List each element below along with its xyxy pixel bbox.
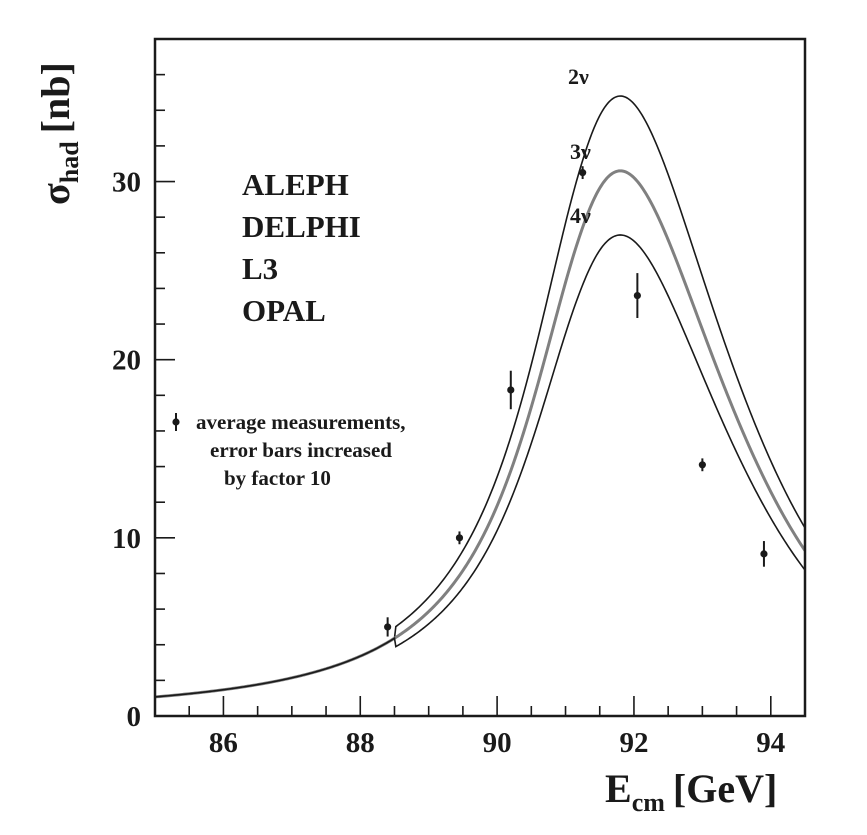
y-axis-subscript: had xyxy=(55,141,84,183)
y-tick-label: 30 xyxy=(112,167,141,199)
series-label: 2ν xyxy=(568,64,589,89)
legend-line-1: average measurements, xyxy=(196,410,406,434)
legend: average measurements, error bars increas… xyxy=(172,410,406,490)
y-tick-label: 10 xyxy=(112,523,141,555)
experiment-label: DELPHI xyxy=(242,209,361,244)
legend-line-3: by factor 10 xyxy=(224,466,331,490)
series-label: 4ν xyxy=(570,203,591,228)
y-axis-title: σhad [nb] xyxy=(33,62,84,205)
experiment-label: L3 xyxy=(242,251,278,286)
data-point xyxy=(633,273,641,318)
x-axis-unit: [GeV] xyxy=(673,766,777,811)
plot-frame xyxy=(153,37,807,718)
data-point xyxy=(507,370,515,410)
legend-marker xyxy=(172,413,180,431)
x-axis-subscript: cm xyxy=(632,788,666,817)
y-axis-symbol: σ xyxy=(33,183,78,205)
data-point xyxy=(455,531,464,545)
x-tick-label: 92 xyxy=(619,727,648,759)
x-tick-label: 90 xyxy=(483,727,512,759)
x-tick-label: 88 xyxy=(346,727,375,759)
data-point xyxy=(579,166,587,180)
labels-layer: 86 88 90 92 94 0 10 20 30 xyxy=(112,167,785,759)
data-point xyxy=(698,458,706,472)
y-axis-unit: [nb] xyxy=(33,62,78,133)
y-tick-label: 20 xyxy=(112,345,141,377)
svg-text:σhad[nb]: σhad [nb] xyxy=(33,62,84,205)
ticks-layer xyxy=(154,38,806,717)
x-axis-symbol: E xyxy=(605,766,632,811)
data-point xyxy=(384,617,392,637)
data-points-layer xyxy=(384,166,768,637)
y-tick-label: 0 xyxy=(127,701,142,733)
experiment-list: ALEPH DELPHI L3 OPAL xyxy=(242,167,361,328)
legend-line-2: error bars increased xyxy=(210,438,392,462)
x-tick-label: 94 xyxy=(756,727,785,759)
x-axis-title: Ecm [GeV] xyxy=(605,766,777,817)
series-line-3nu xyxy=(154,234,806,698)
series-label: 3ν xyxy=(570,139,591,164)
svg-text:Ecm[GeV]: Ecm [GeV] xyxy=(605,766,777,817)
curves-layer: 2ν 3ν 4ν xyxy=(154,64,807,699)
experiment-label: OPAL xyxy=(242,293,326,328)
x-tick-label: 86 xyxy=(209,727,238,759)
data-point xyxy=(760,541,768,567)
experiment-label: ALEPH xyxy=(242,167,349,202)
